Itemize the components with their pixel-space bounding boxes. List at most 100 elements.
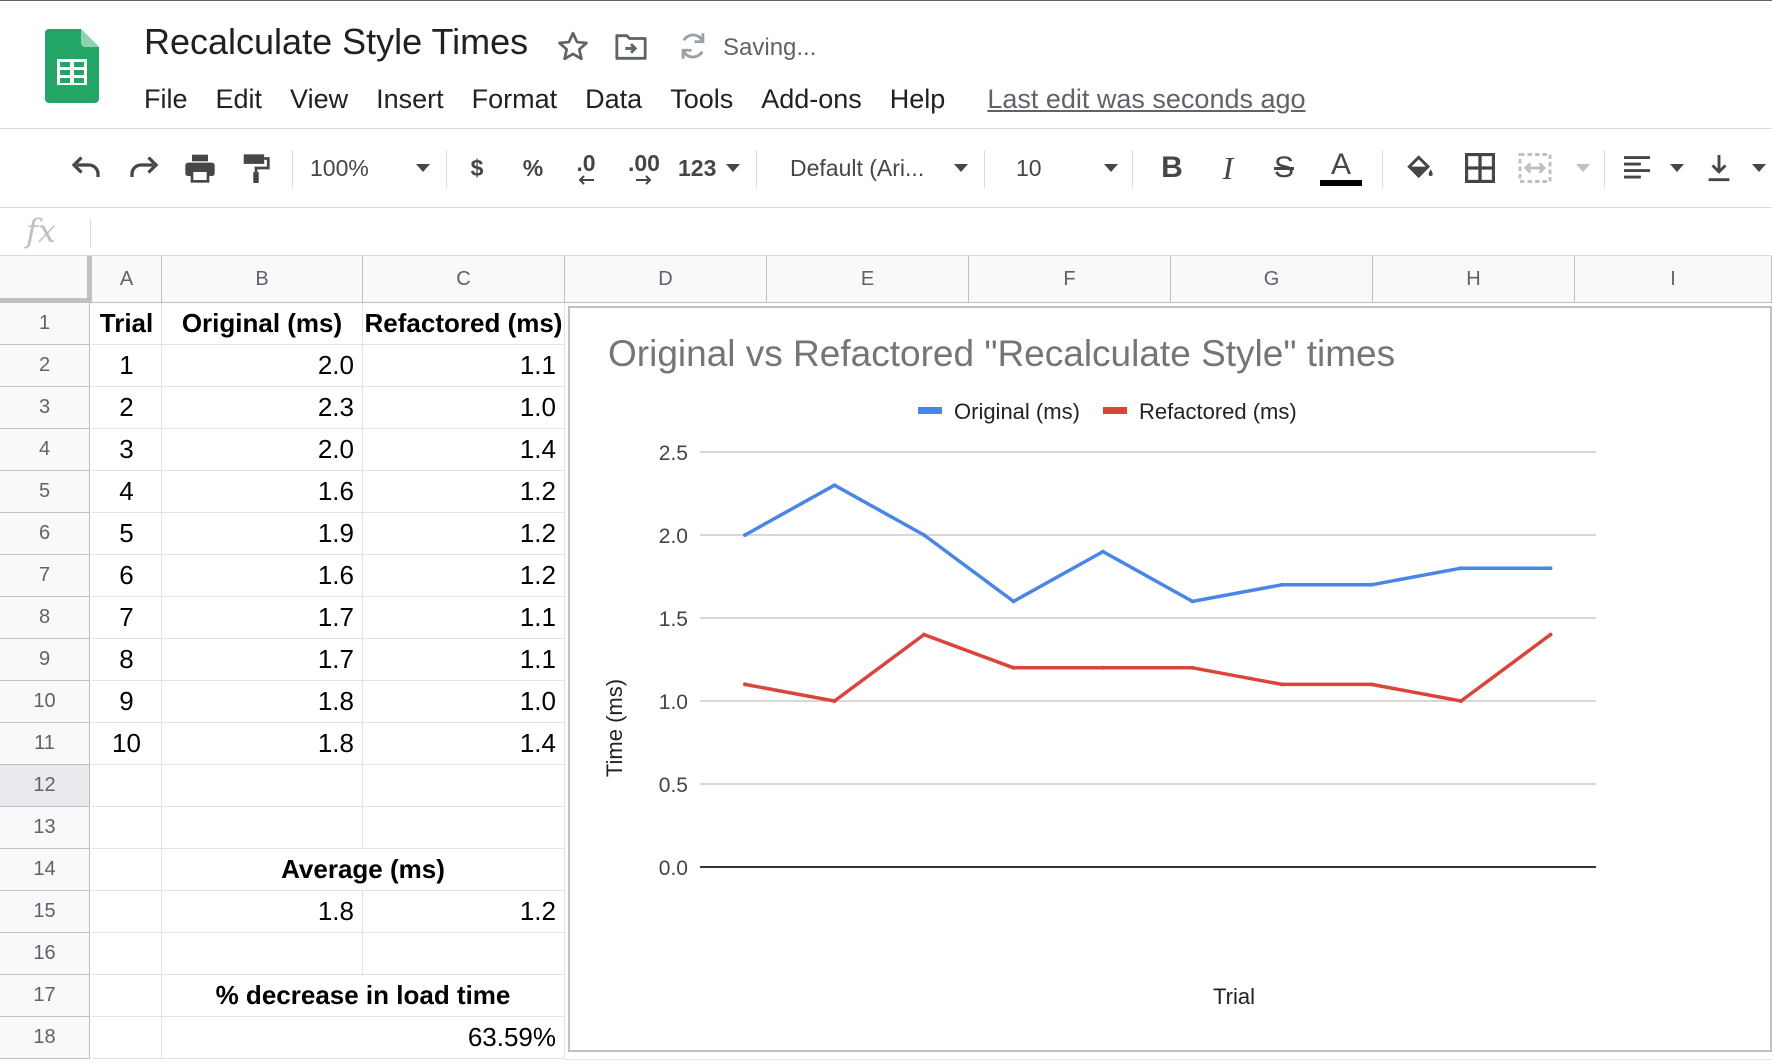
empty-cell[interactable] (92, 765, 162, 807)
data-point[interactable] (1011, 665, 1016, 670)
decrease-label-cell[interactable]: % decrease in load time (162, 975, 565, 1017)
column-header-h[interactable]: H (1373, 256, 1575, 303)
trial-cell[interactable]: 8 (92, 639, 162, 681)
empty-cell[interactable] (363, 765, 565, 807)
refactored-cell[interactable]: 1.2 (363, 555, 565, 597)
column-header-a[interactable]: A (92, 256, 162, 303)
horizontal-align-button[interactable] (1622, 148, 1684, 188)
row-header-17[interactable]: 17 (0, 975, 90, 1017)
data-point[interactable] (1459, 699, 1463, 703)
data-point[interactable] (1101, 665, 1105, 670)
column-header-c[interactable]: C (363, 256, 565, 303)
formula-input[interactable] (100, 208, 1772, 255)
row-header-11[interactable]: 11 (0, 723, 90, 765)
row-header-15[interactable]: 15 (0, 891, 90, 933)
font-family-select[interactable]: Default (Ari... (790, 148, 968, 188)
trial-cell[interactable]: 1 (92, 345, 162, 387)
column-header-i[interactable]: I (1575, 256, 1772, 303)
font-size-select[interactable]: 10 (1016, 148, 1118, 188)
paint-format-button[interactable] (236, 148, 276, 188)
trial-cell[interactable]: 3 (92, 429, 162, 471)
data-point[interactable] (922, 533, 926, 537)
original-cell[interactable]: 1.8 (162, 723, 363, 765)
empty-cell[interactable] (92, 1017, 162, 1059)
original-cell[interactable]: 1.6 (162, 471, 363, 513)
data-point[interactable] (743, 682, 747, 687)
line-chart[interactable]: Original vs Refactored "Recalculate Styl… (568, 306, 1772, 1052)
italic-button[interactable]: I (1212, 148, 1244, 188)
fill-color-button[interactable] (1400, 148, 1440, 188)
menu-add-ons[interactable]: Add-ons (761, 83, 862, 114)
refactored-cell[interactable]: 1.2 (363, 471, 565, 513)
menu-format[interactable]: Format (471, 83, 558, 114)
data-point[interactable] (1548, 566, 1553, 571)
move-to-folder-icon[interactable] (614, 31, 648, 63)
column-header-g[interactable]: G (1171, 256, 1373, 303)
bold-button[interactable]: B (1156, 148, 1188, 188)
decrease-decimals-button[interactable]: .0 (566, 148, 606, 188)
data-point[interactable] (1369, 682, 1374, 687)
empty-cell[interactable] (363, 807, 565, 849)
data-point[interactable] (743, 533, 747, 537)
strikethrough-button[interactable]: S (1268, 148, 1300, 188)
print-button[interactable] (180, 148, 220, 188)
menu-insert[interactable]: Insert (376, 83, 444, 114)
decrease-value-cell[interactable]: 63.59% (162, 1017, 565, 1059)
row-header-16[interactable]: 16 (0, 933, 90, 975)
more-formats-button[interactable]: 123 (678, 148, 740, 188)
empty-cell[interactable] (162, 807, 363, 849)
empty-cell[interactable] (92, 807, 162, 849)
data-point[interactable] (832, 699, 837, 703)
percent-format-button[interactable]: % (518, 148, 548, 188)
data-point[interactable] (1011, 599, 1016, 604)
menu-data[interactable]: Data (585, 83, 643, 114)
trial-cell[interactable]: 5 (92, 513, 162, 555)
merge-cells-button[interactable] (1518, 148, 1590, 188)
row-header-13[interactable]: 13 (0, 807, 90, 849)
increase-decimals-button[interactable]: .00 (622, 148, 666, 188)
menu-view[interactable]: View (290, 83, 349, 114)
trial-cell[interactable]: 10 (92, 723, 162, 765)
original-cell[interactable]: 1.7 (162, 597, 363, 639)
refactored-cell[interactable]: 1.4 (363, 429, 565, 471)
data-point[interactable] (832, 483, 837, 488)
row-header-5[interactable]: 5 (0, 471, 90, 513)
empty-cell[interactable] (92, 891, 162, 933)
header-cell-trial[interactable]: Trial (92, 303, 162, 345)
text-color-button[interactable]: A (1318, 148, 1364, 188)
column-header-d[interactable]: D (565, 256, 767, 303)
data-point[interactable] (1101, 549, 1105, 554)
row-header-12[interactable]: 12 (0, 765, 90, 807)
menu-file[interactable]: File (144, 83, 188, 114)
data-point[interactable] (1280, 682, 1284, 687)
row-header-2[interactable]: 2 (0, 345, 90, 387)
trial-cell[interactable]: 2 (92, 387, 162, 429)
refactored-cell[interactable]: 1.0 (363, 387, 565, 429)
data-point[interactable] (1548, 632, 1553, 637)
select-all-corner[interactable] (0, 256, 92, 303)
original-cell[interactable]: 1.8 (162, 681, 363, 723)
row-header-1[interactable]: 1 (0, 303, 90, 345)
last-edit-link[interactable]: Last edit was seconds ago (987, 83, 1306, 114)
column-header-e[interactable]: E (767, 256, 969, 303)
row-header-7[interactable]: 7 (0, 555, 90, 597)
trial-cell[interactable]: 7 (92, 597, 162, 639)
row-header-8[interactable]: 8 (0, 597, 90, 639)
zoom-select[interactable]: 100% (310, 148, 430, 188)
original-cell[interactable]: 1.9 (162, 513, 363, 555)
redo-button[interactable] (124, 148, 164, 188)
original-cell[interactable]: 2.0 (162, 345, 363, 387)
header-cell-original[interactable]: Original (ms) (162, 303, 363, 345)
empty-cell[interactable] (363, 933, 565, 975)
vertical-align-button[interactable] (1706, 148, 1766, 188)
data-point[interactable] (1369, 582, 1374, 587)
refactored-cell[interactable]: 1.2 (363, 513, 565, 555)
average-label-cell[interactable]: Average (ms) (162, 849, 565, 891)
menu-tools[interactable]: Tools (670, 83, 734, 114)
empty-cell[interactable] (162, 933, 363, 975)
empty-cell[interactable] (92, 849, 162, 891)
row-header-3[interactable]: 3 (0, 387, 90, 429)
row-header-18[interactable]: 18 (0, 1017, 90, 1059)
data-point[interactable] (1190, 665, 1195, 670)
data-point[interactable] (922, 632, 926, 637)
